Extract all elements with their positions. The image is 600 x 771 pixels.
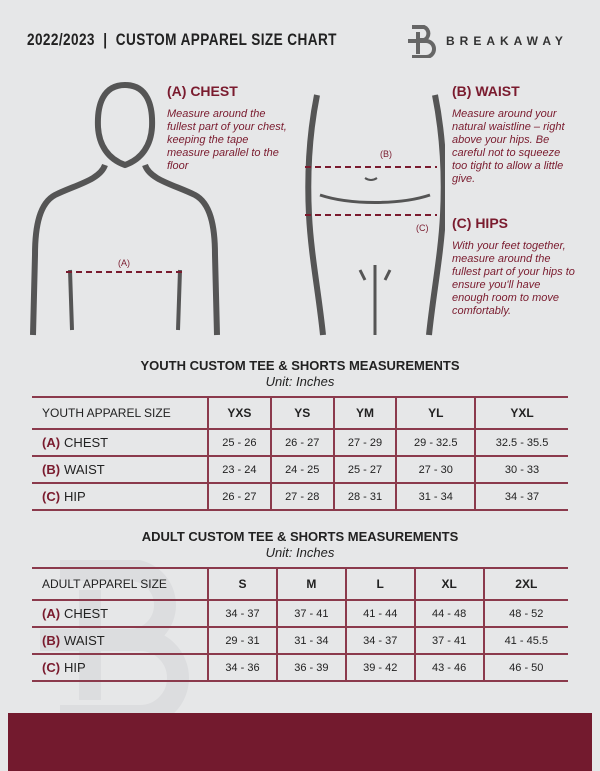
measurement-value: 37 - 41 xyxy=(414,627,485,655)
adult-table-unit: Unit: Inches xyxy=(265,545,335,560)
hips-text: With your feet together, measure around … xyxy=(452,240,575,317)
size-column-header: YXS xyxy=(208,396,272,430)
measurement-value: 26 - 27 xyxy=(208,483,272,511)
measurement-label: (C) HIP xyxy=(32,654,209,682)
measurement-label: (B) WAIST xyxy=(32,627,209,655)
size-column-header: S xyxy=(208,567,278,601)
table-row: (B) WAIST 23 - 24 24 - 25 25 - 27 27 - 30 30 -… xyxy=(32,456,568,484)
table-header-row: ADULT APPAREL SIZE S M L XL 2XL xyxy=(32,567,568,601)
measurement-value: 24 - 25 xyxy=(270,456,335,484)
size-column-header: XL xyxy=(414,567,485,601)
measurement-key: (B) xyxy=(42,633,61,648)
waist-marker: (B) xyxy=(380,149,392,159)
measurement-value: 23 - 24 xyxy=(208,456,272,484)
measurement-value: 37 - 41 xyxy=(276,600,347,628)
measurement-value: 46 - 50 xyxy=(483,654,568,682)
youth-size-table: YOUTH APPAREL SIZE YXS YS YM YL YXL (A) CHEST 25… xyxy=(32,396,568,511)
measurement-name: WAIST xyxy=(64,633,105,648)
measurement-key: (A) xyxy=(42,435,61,450)
measurement-value: 27 - 28 xyxy=(270,483,335,511)
measurement-value: 31 - 34 xyxy=(396,483,477,511)
adult-table-title: ADULT CUSTOM TEE & SHORTS MEASUREMENTS xyxy=(141,529,459,544)
size-column-header: 2XL xyxy=(483,567,568,601)
measurement-key: (B) xyxy=(42,462,61,477)
size-column-header: L xyxy=(345,567,416,601)
measurement-label: (A) CHEST xyxy=(32,429,209,457)
measurement-value: 41 - 45.5 xyxy=(483,627,568,655)
chest-title: (A) CHEST xyxy=(167,83,238,99)
chest-text: Measure around the fullest part of your … xyxy=(167,108,287,172)
measurement-value: 48 - 52 xyxy=(483,600,568,628)
measurement-value: 44 - 48 xyxy=(414,600,485,628)
adult-size-table: ADULT APPAREL SIZE S M L XL 2XL (A) CHEST 34 - 3… xyxy=(32,567,568,682)
size-column-header: YM xyxy=(333,396,398,430)
measurement-value: 34 - 37 xyxy=(475,483,568,511)
table-row: (A) CHEST 34 - 37 37 - 41 41 - 44 44 - 48 48 -… xyxy=(32,600,568,628)
youth-table-title: YOUTH CUSTOM TEE & SHORTS MEASUREMENTS xyxy=(140,358,460,373)
measurement-value: 43 - 46 xyxy=(414,654,485,682)
measurement-name: CHEST xyxy=(64,435,109,450)
measurement-label: (A) CHEST xyxy=(32,600,209,628)
brand-name: BREAKAWAY xyxy=(446,34,568,48)
measurement-value: 32.5 - 35.5 xyxy=(475,429,568,457)
page-title: 2022/2023 | CUSTOM APPAREL SIZE CHART xyxy=(27,30,337,49)
measurement-value: 28 - 31 xyxy=(333,483,398,511)
size-column-header: YXL xyxy=(475,396,568,430)
measurement-value: 34 - 37 xyxy=(345,627,416,655)
measurement-key: (A) xyxy=(42,606,61,621)
youth-table-unit: Unit: Inches xyxy=(265,374,335,389)
measurement-value: 25 - 27 xyxy=(333,456,398,484)
size-header: YOUTH APPAREL SIZE xyxy=(32,396,209,430)
measurement-value: 26 - 27 xyxy=(270,429,335,457)
size-column-header: YL xyxy=(396,396,477,430)
table-row: (B) WAIST 29 - 31 31 - 34 34 - 37 37 - 41 41 -… xyxy=(32,627,568,655)
measurement-name: CHEST xyxy=(64,606,109,621)
measurement-label: (B) WAIST xyxy=(32,456,209,484)
waist-text: Measure around your natural waistline – … xyxy=(452,108,565,185)
waist-hips-figure xyxy=(305,94,445,336)
table-row: (C) HIP 26 - 27 27 - 28 28 - 31 31 - 34 34 - 3… xyxy=(32,483,568,511)
measurement-value: 41 - 44 xyxy=(345,600,416,628)
waist-title: (B) WAIST xyxy=(452,83,520,99)
table-row: (C) HIP 34 - 36 36 - 39 39 - 42 43 - 46 46 - 5… xyxy=(32,654,568,682)
measurement-value: 30 - 33 xyxy=(475,456,568,484)
measurement-value: 29 - 32.5 xyxy=(396,429,477,457)
measurement-value: 34 - 37 xyxy=(208,600,278,628)
measurement-value: 39 - 42 xyxy=(345,654,416,682)
chest-figure xyxy=(30,81,220,336)
hips-title: (C) HIPS xyxy=(452,215,508,231)
measurement-value: 36 - 39 xyxy=(276,654,347,682)
measurement-name: WAIST xyxy=(64,462,105,477)
measurement-value: 25 - 26 xyxy=(208,429,272,457)
size-column-header: YS xyxy=(270,396,335,430)
brand-logo: BREAKAWAY xyxy=(406,24,568,58)
size-header: ADULT APPAREL SIZE xyxy=(32,567,209,601)
measurement-value: 27 - 30 xyxy=(396,456,477,484)
measurement-value: 34 - 36 xyxy=(208,654,278,682)
measurement-value: 27 - 29 xyxy=(333,429,398,457)
measurement-value: 29 - 31 xyxy=(208,627,278,655)
measurement-key: (C) xyxy=(42,489,61,504)
footer-bar xyxy=(8,713,592,771)
measurement-key: (C) xyxy=(42,660,61,675)
chest-marker: (A) xyxy=(118,258,130,268)
measurement-label: (C) HIP xyxy=(32,483,209,511)
table-header-row: YOUTH APPAREL SIZE YXS YS YM YL YXL xyxy=(32,396,568,430)
table-row: (A) CHEST 25 - 26 26 - 27 27 - 29 29 - 32.5 32… xyxy=(32,429,568,457)
measurement-value: 31 - 34 xyxy=(276,627,347,655)
hips-marker: (C) xyxy=(416,223,429,233)
measurement-name: HIP xyxy=(64,660,86,675)
measurement-name: HIP xyxy=(64,489,86,504)
breakaway-logo-icon xyxy=(408,25,436,58)
size-column-header: M xyxy=(276,567,347,601)
